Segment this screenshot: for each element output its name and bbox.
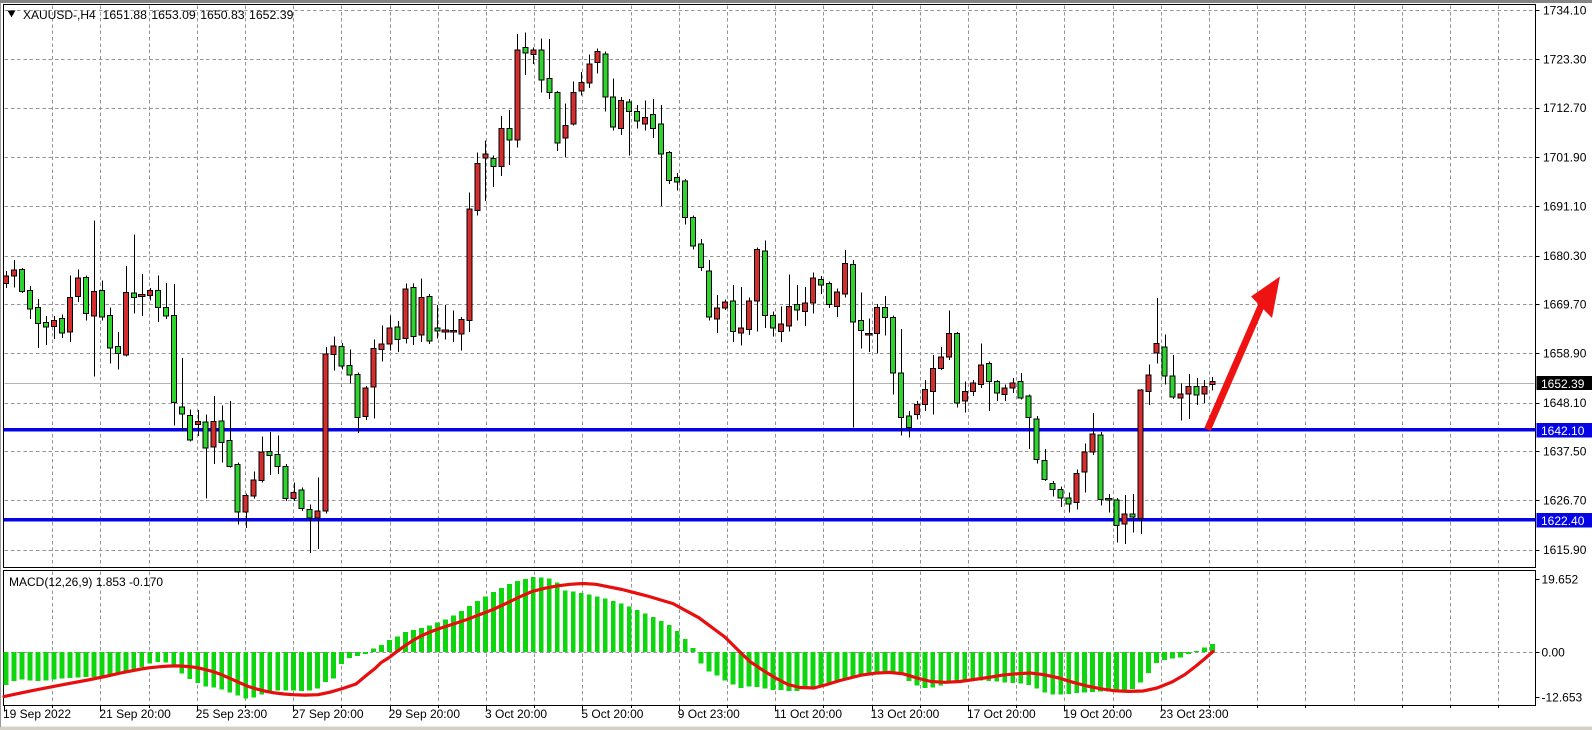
svg-text:19.652: 19.652 (1542, 573, 1579, 587)
svg-text:1615.90: 1615.90 (1543, 543, 1587, 557)
svg-text:1622.40: 1622.40 (1541, 514, 1585, 528)
svg-text:21 Sep 20:00: 21 Sep 20:00 (99, 707, 171, 721)
svg-text:1691.10: 1691.10 (1543, 200, 1587, 214)
svg-text:1712.70: 1712.70 (1543, 101, 1587, 115)
svg-text:1650.83: 1650.83 (200, 8, 245, 22)
svg-text:17 Oct 20:00: 17 Oct 20:00 (967, 707, 1036, 721)
svg-text:1652.39: 1652.39 (1541, 377, 1585, 391)
svg-text:1680.30: 1680.30 (1543, 249, 1587, 263)
svg-text:1642.10: 1642.10 (1541, 424, 1585, 438)
svg-text:1651.88: 1651.88 (103, 8, 148, 22)
svg-text:1648.10: 1648.10 (1543, 396, 1587, 410)
svg-text:1723.30: 1723.30 (1543, 53, 1587, 67)
svg-text:1669.70: 1669.70 (1543, 297, 1587, 311)
svg-text:25 Sep 23:00: 25 Sep 23:00 (196, 707, 268, 721)
svg-text:19 Sep 2022: 19 Sep 2022 (3, 707, 71, 721)
svg-text:3 Oct 20:00: 3 Oct 20:00 (485, 707, 547, 721)
svg-text:1652.39: 1652.39 (249, 8, 294, 22)
svg-text:27 Sep 20:00: 27 Sep 20:00 (292, 707, 364, 721)
svg-text:29 Sep 20:00: 29 Sep 20:00 (389, 707, 461, 721)
svg-text:11 Oct 20:00: 11 Oct 20:00 (774, 707, 842, 721)
svg-text:1734.10: 1734.10 (1543, 3, 1587, 17)
svg-text:1637.50: 1637.50 (1543, 444, 1587, 458)
svg-text:9 Oct 23:00: 9 Oct 23:00 (678, 707, 740, 721)
svg-text:-12.653: -12.653 (1542, 691, 1583, 705)
svg-text:1626.70: 1626.70 (1543, 494, 1587, 508)
svg-text:23 Oct 23:00: 23 Oct 23:00 (1160, 707, 1229, 721)
svg-text:1658.90: 1658.90 (1543, 347, 1587, 361)
svg-text:13 Oct 20:00: 13 Oct 20:00 (871, 707, 940, 721)
svg-text:MACD(12,26,9) 1.853 -0.170: MACD(12,26,9) 1.853 -0.170 (9, 575, 163, 589)
svg-text:1701.90: 1701.90 (1543, 150, 1587, 164)
svg-text:0.00: 0.00 (1542, 646, 1566, 660)
svg-text:19 Oct 20:00: 19 Oct 20:00 (1063, 707, 1132, 721)
svg-text:XAUUSD-,H4: XAUUSD-,H4 (23, 8, 96, 22)
svg-text:5 Oct 20:00: 5 Oct 20:00 (581, 707, 643, 721)
svg-text:1653.09: 1653.09 (151, 8, 196, 22)
